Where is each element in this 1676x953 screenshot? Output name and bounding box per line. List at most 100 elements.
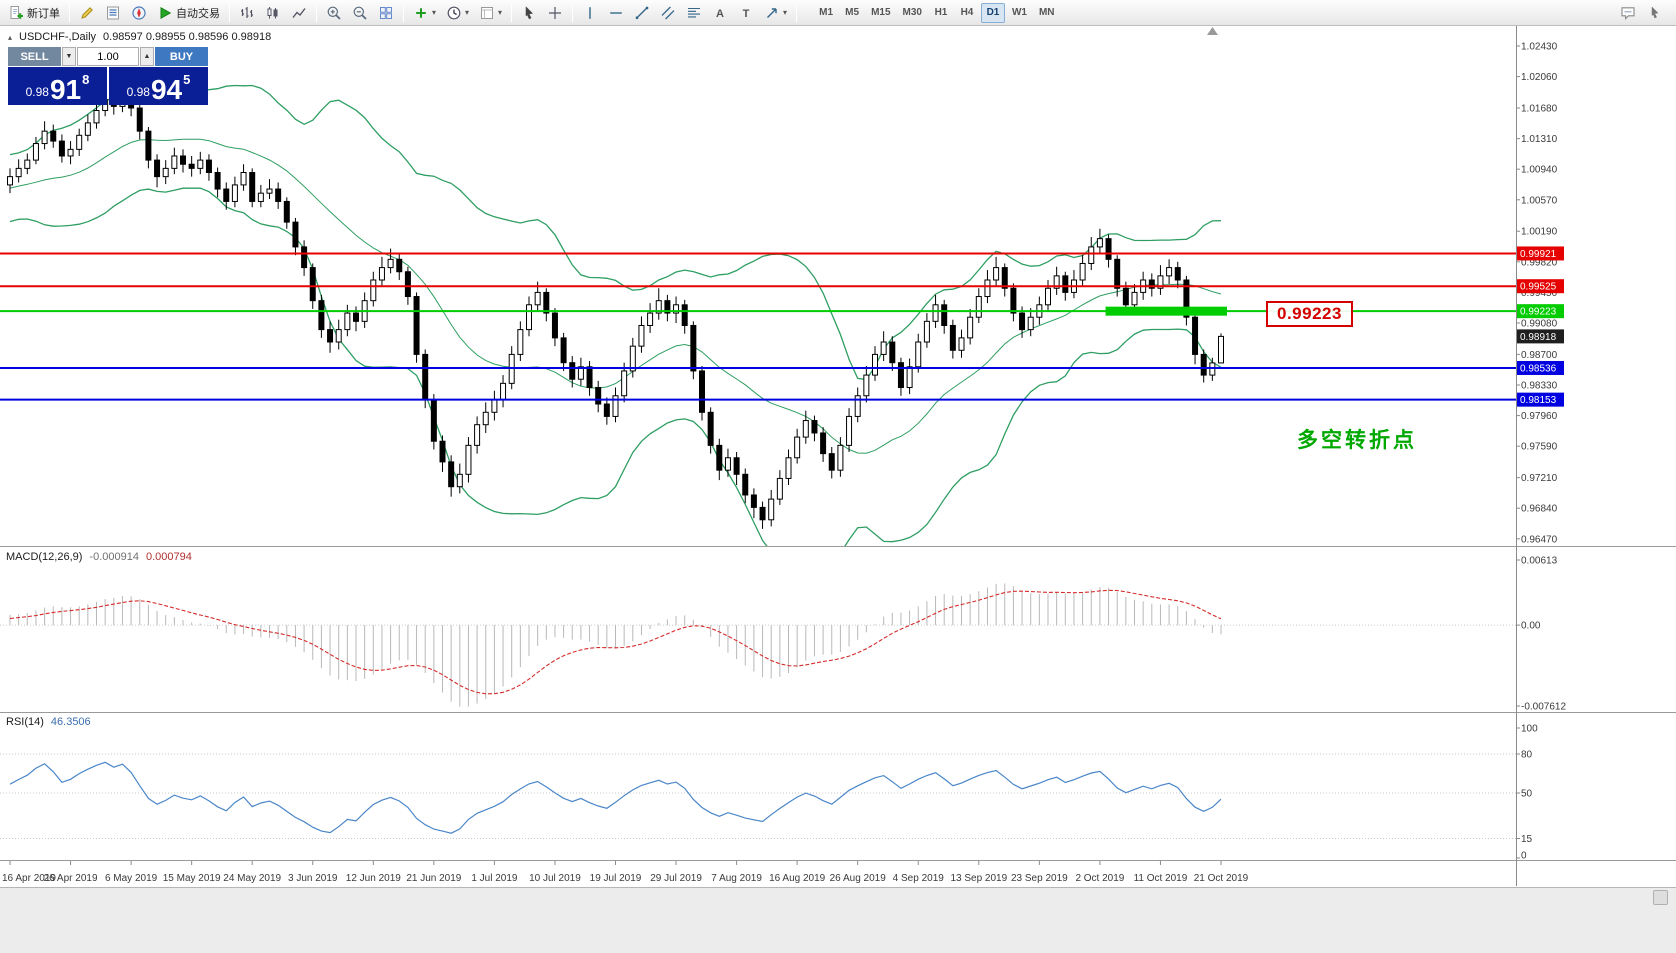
svg-text:0.97960: 0.97960 bbox=[1521, 411, 1558, 422]
sell-price-big-figure: 0.98 bbox=[25, 85, 49, 99]
svg-text:26 Aug 2019: 26 Aug 2019 bbox=[830, 873, 887, 884]
volume-up-button[interactable]: ▲ bbox=[140, 47, 154, 66]
svg-text:23 Sep 2019: 23 Sep 2019 bbox=[1011, 873, 1068, 884]
collapse-icon[interactable]: ▴ bbox=[8, 32, 13, 42]
zoom-in-button[interactable] bbox=[322, 2, 346, 24]
svg-text:0.98918: 0.98918 bbox=[1520, 332, 1557, 343]
svg-text:7 Aug 2019: 7 Aug 2019 bbox=[711, 873, 762, 884]
timeframe-toolbar: M1 M5 M15 M30 H1 H4 D1 W1 MN bbox=[813, 2, 1060, 23]
macd-axis[interactable]: 0.00613 0.00 -0.007612 bbox=[1516, 556, 1566, 713]
channel-icon bbox=[661, 6, 675, 19]
market-watch-button[interactable] bbox=[101, 2, 125, 24]
price-tag-0.99921: 0.99921 bbox=[1517, 246, 1564, 261]
svg-text:15 May 2019: 15 May 2019 bbox=[163, 873, 221, 884]
price-callout[interactable]: 0.99223 bbox=[1266, 301, 1353, 327]
svg-text:0.99450: 0.99450 bbox=[1521, 288, 1558, 299]
indicators-button[interactable]: ▾ bbox=[409, 2, 440, 24]
crosshair-icon bbox=[549, 6, 562, 19]
vertical-line-tool-button[interactable] bbox=[578, 2, 602, 24]
metaeditor-button[interactable] bbox=[75, 2, 99, 24]
pointer-button[interactable] bbox=[1642, 2, 1666, 24]
timeframe-m30-button[interactable]: M30 bbox=[902, 7, 922, 18]
svg-text:100: 100 bbox=[1521, 724, 1538, 735]
periods-button[interactable]: ▾ bbox=[442, 2, 473, 24]
bar-chart-mode-button[interactable] bbox=[235, 2, 259, 24]
chevron-down-icon: ▾ bbox=[465, 8, 470, 17]
rsi-axis[interactable]: 100 80 50 15 0 bbox=[1516, 724, 1538, 862]
vline-icon bbox=[589, 6, 591, 19]
chart-shift-marker[interactable] bbox=[1207, 27, 1218, 35]
rsi-line bbox=[9, 761, 1222, 834]
trendline-tool-button[interactable] bbox=[630, 2, 654, 24]
timeframe-mn-button[interactable]: MN bbox=[1038, 7, 1055, 18]
new-order-button[interactable]: 新订单 bbox=[4, 2, 64, 24]
templates-button[interactable]: ▾ bbox=[475, 2, 506, 24]
svg-text:0.00613: 0.00613 bbox=[1521, 556, 1558, 567]
svg-text:4 Sep 2019: 4 Sep 2019 bbox=[893, 873, 945, 884]
scroll-corner-button[interactable] bbox=[1653, 890, 1668, 905]
svg-text:0.99080: 0.99080 bbox=[1521, 318, 1558, 329]
volume-input[interactable] bbox=[77, 47, 139, 66]
buy-button[interactable]: BUY bbox=[155, 47, 208, 66]
toolbar-separator bbox=[403, 3, 404, 22]
tile-windows-button[interactable] bbox=[374, 2, 398, 24]
timeframe-m5-button[interactable]: M5 bbox=[845, 7, 860, 18]
autotrading-label: 自动交易 bbox=[176, 7, 220, 20]
arrows-tool-button[interactable]: ▾ bbox=[760, 2, 791, 24]
svg-text:19 Jul 2019: 19 Jul 2019 bbox=[590, 873, 642, 884]
timeframe-h1-button[interactable]: H1 bbox=[934, 7, 948, 18]
volume-down-button[interactable]: ▼ bbox=[62, 47, 76, 66]
macd-signal-value: 0.000794 bbox=[145, 551, 192, 563]
toolbar-separator bbox=[511, 3, 513, 22]
timeframe-m15-button[interactable]: M15 bbox=[871, 7, 891, 18]
price-tag-0.98918: 0.98918 bbox=[1517, 329, 1564, 344]
svg-text:80: 80 bbox=[1521, 750, 1533, 761]
horizontal-line-tool-button[interactable] bbox=[604, 2, 628, 24]
template-icon bbox=[481, 6, 494, 19]
highlight-zone-bar[interactable] bbox=[1105, 306, 1227, 316]
svg-text:0.99525: 0.99525 bbox=[1520, 282, 1557, 293]
linechart-icon bbox=[292, 7, 306, 18]
cursor-tool-button[interactable] bbox=[517, 2, 541, 24]
sell-button[interactable]: SELL bbox=[8, 47, 61, 66]
autotrading-button[interactable]: 自动交易 bbox=[153, 2, 224, 24]
text-tool-button[interactable]: A bbox=[708, 2, 732, 24]
navigator-button[interactable] bbox=[127, 2, 151, 24]
timeframe-m1-button[interactable]: M1 bbox=[819, 7, 834, 18]
candlestick-mode-button[interactable] bbox=[261, 2, 285, 24]
label-tool-button[interactable]: T bbox=[734, 2, 758, 24]
macd-name: MACD(12,26,9) bbox=[6, 551, 83, 563]
price-axis[interactable]: 1.02430 1.02060 1.01680 1.01310 1.00940 1.005… bbox=[1516, 42, 1558, 546]
timeframe-d1-button[interactable]: D1 bbox=[980, 2, 1005, 23]
svg-text:0.99921: 0.99921 bbox=[1520, 249, 1557, 260]
buy-price-display[interactable]: 0.98 94 5 bbox=[109, 67, 208, 105]
crosshair-tool-button[interactable] bbox=[543, 2, 567, 24]
chevron-down-icon: ▾ bbox=[432, 8, 437, 17]
chart-ohlc-values: 0.98597 0.98955 0.98596 0.98918 bbox=[103, 31, 272, 43]
sell-price-display[interactable]: 0.98 91 8 bbox=[8, 67, 107, 105]
toolbar-separator bbox=[69, 3, 70, 22]
svg-text:1.01310: 1.01310 bbox=[1521, 134, 1558, 145]
zoom-out-icon bbox=[353, 6, 367, 20]
clock-icon bbox=[447, 6, 461, 19]
svg-text:3 Jun 2019: 3 Jun 2019 bbox=[288, 873, 338, 884]
svg-text:26 Apr 2019: 26 Apr 2019 bbox=[44, 873, 98, 884]
svg-text:1.02430: 1.02430 bbox=[1521, 42, 1558, 53]
chevron-down-icon: ▾ bbox=[783, 8, 788, 17]
rsi-value: 46.3506 bbox=[50, 716, 91, 728]
svg-text:1.00190: 1.00190 bbox=[1521, 227, 1558, 238]
chat-button[interactable] bbox=[1616, 2, 1640, 24]
zoom-out-button[interactable] bbox=[348, 2, 372, 24]
chat-icon bbox=[1621, 6, 1635, 20]
chevron-down-icon: ▾ bbox=[498, 8, 503, 17]
channel-tool-button[interactable] bbox=[656, 2, 680, 24]
timeframe-h4-button[interactable]: H4 bbox=[960, 7, 974, 18]
svg-text:0.97210: 0.97210 bbox=[1521, 473, 1558, 484]
svg-text:21 Jun 2019: 21 Jun 2019 bbox=[406, 873, 461, 884]
line-chart-mode-button[interactable] bbox=[287, 2, 311, 24]
sell-price-pips: 91 bbox=[49, 73, 82, 105]
fibonacci-tool-button[interactable] bbox=[682, 2, 706, 24]
timeframe-w1-button[interactable]: W1 bbox=[1011, 7, 1027, 18]
